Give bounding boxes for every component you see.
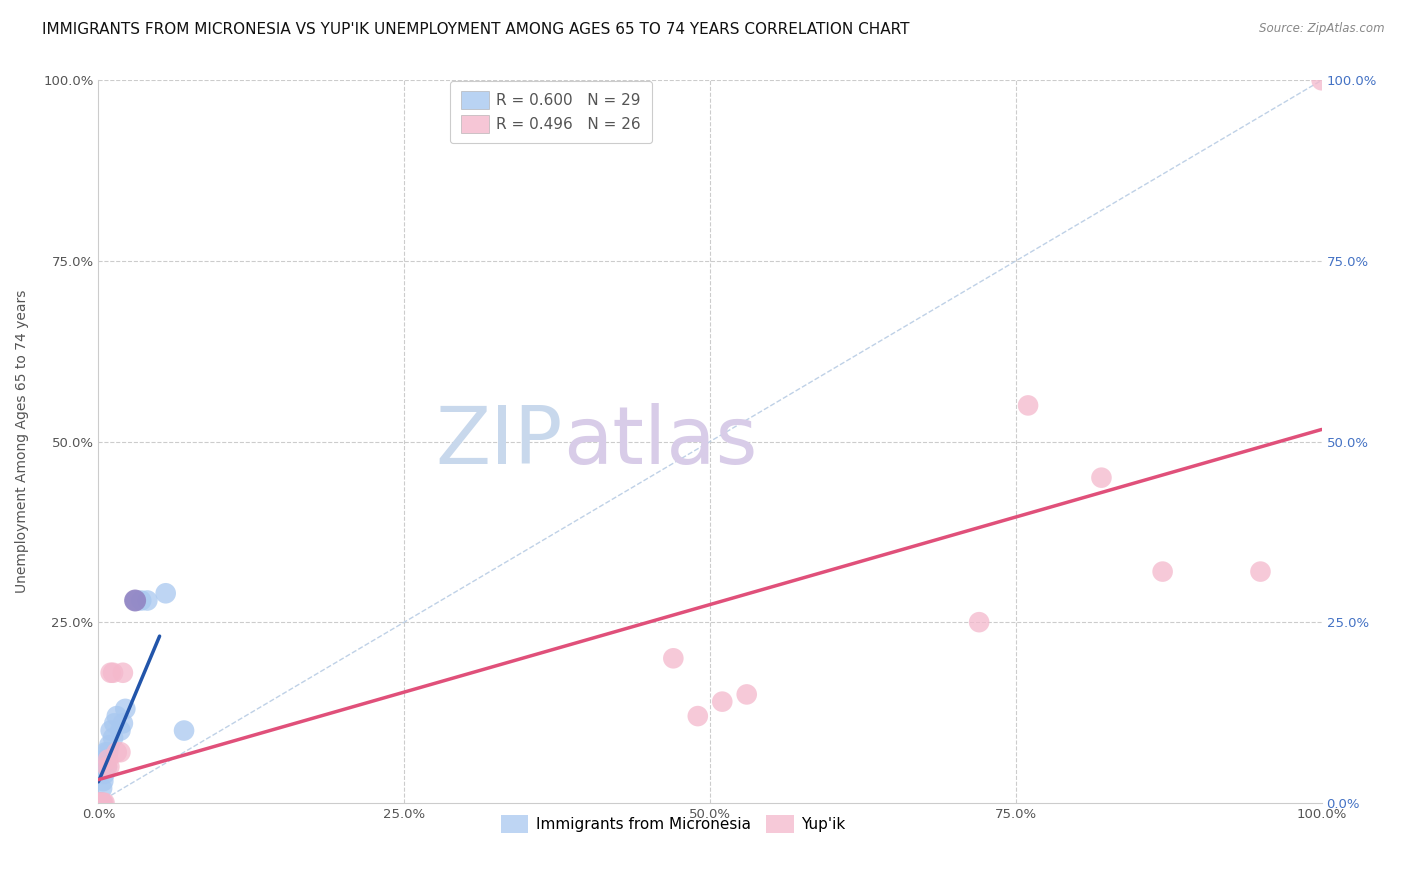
Point <box>1090 470 1112 484</box>
Point <box>155 586 177 600</box>
Point <box>111 665 134 680</box>
Point <box>111 716 134 731</box>
Point <box>87 796 110 810</box>
Point <box>735 687 758 701</box>
Point <box>87 796 110 810</box>
Point <box>967 615 990 630</box>
Point <box>97 745 120 759</box>
Point <box>91 796 114 810</box>
Point <box>91 760 114 774</box>
Text: atlas: atlas <box>564 402 758 481</box>
Point <box>103 716 125 731</box>
Point <box>93 752 115 766</box>
Point <box>87 796 110 810</box>
Point <box>129 593 152 607</box>
Point <box>124 593 146 607</box>
Point <box>100 665 122 680</box>
Point <box>89 796 111 810</box>
Point <box>91 781 114 796</box>
Point <box>89 796 111 810</box>
Point <box>1249 565 1271 579</box>
Point <box>105 745 128 759</box>
Point <box>98 760 121 774</box>
Point <box>91 774 114 789</box>
Point <box>173 723 195 738</box>
Point <box>105 709 128 723</box>
Point <box>124 593 146 607</box>
Point <box>686 709 709 723</box>
Point <box>100 723 122 738</box>
Point <box>90 796 112 810</box>
Point <box>93 767 115 781</box>
Point <box>101 731 124 745</box>
Point <box>1152 565 1174 579</box>
Point <box>1310 73 1333 87</box>
Point <box>110 745 132 759</box>
Point <box>1017 398 1039 412</box>
Point <box>91 796 114 810</box>
Point <box>711 695 734 709</box>
Point <box>96 760 118 774</box>
Point <box>96 760 118 774</box>
Point <box>114 702 136 716</box>
Legend: Immigrants from Micronesia, Yup'ik: Immigrants from Micronesia, Yup'ik <box>492 806 855 842</box>
Point <box>93 796 115 810</box>
Point <box>94 745 117 759</box>
Point <box>87 796 110 810</box>
Point <box>89 796 111 810</box>
Point <box>110 723 132 738</box>
Point <box>98 738 121 752</box>
Point <box>89 796 111 810</box>
Point <box>90 796 112 810</box>
Y-axis label: Unemployment Among Ages 65 to 74 years: Unemployment Among Ages 65 to 74 years <box>15 290 30 593</box>
Point <box>662 651 685 665</box>
Text: IMMIGRANTS FROM MICRONESIA VS YUP'IK UNEMPLOYMENT AMONG AGES 65 TO 74 YEARS CORR: IMMIGRANTS FROM MICRONESIA VS YUP'IK UNE… <box>42 22 910 37</box>
Point <box>101 665 124 680</box>
Text: Source: ZipAtlas.com: Source: ZipAtlas.com <box>1260 22 1385 36</box>
Text: ZIP: ZIP <box>436 402 564 481</box>
Point <box>89 796 111 810</box>
Point <box>90 796 112 810</box>
Point <box>97 752 120 766</box>
Point <box>91 796 114 810</box>
Point <box>136 593 159 607</box>
